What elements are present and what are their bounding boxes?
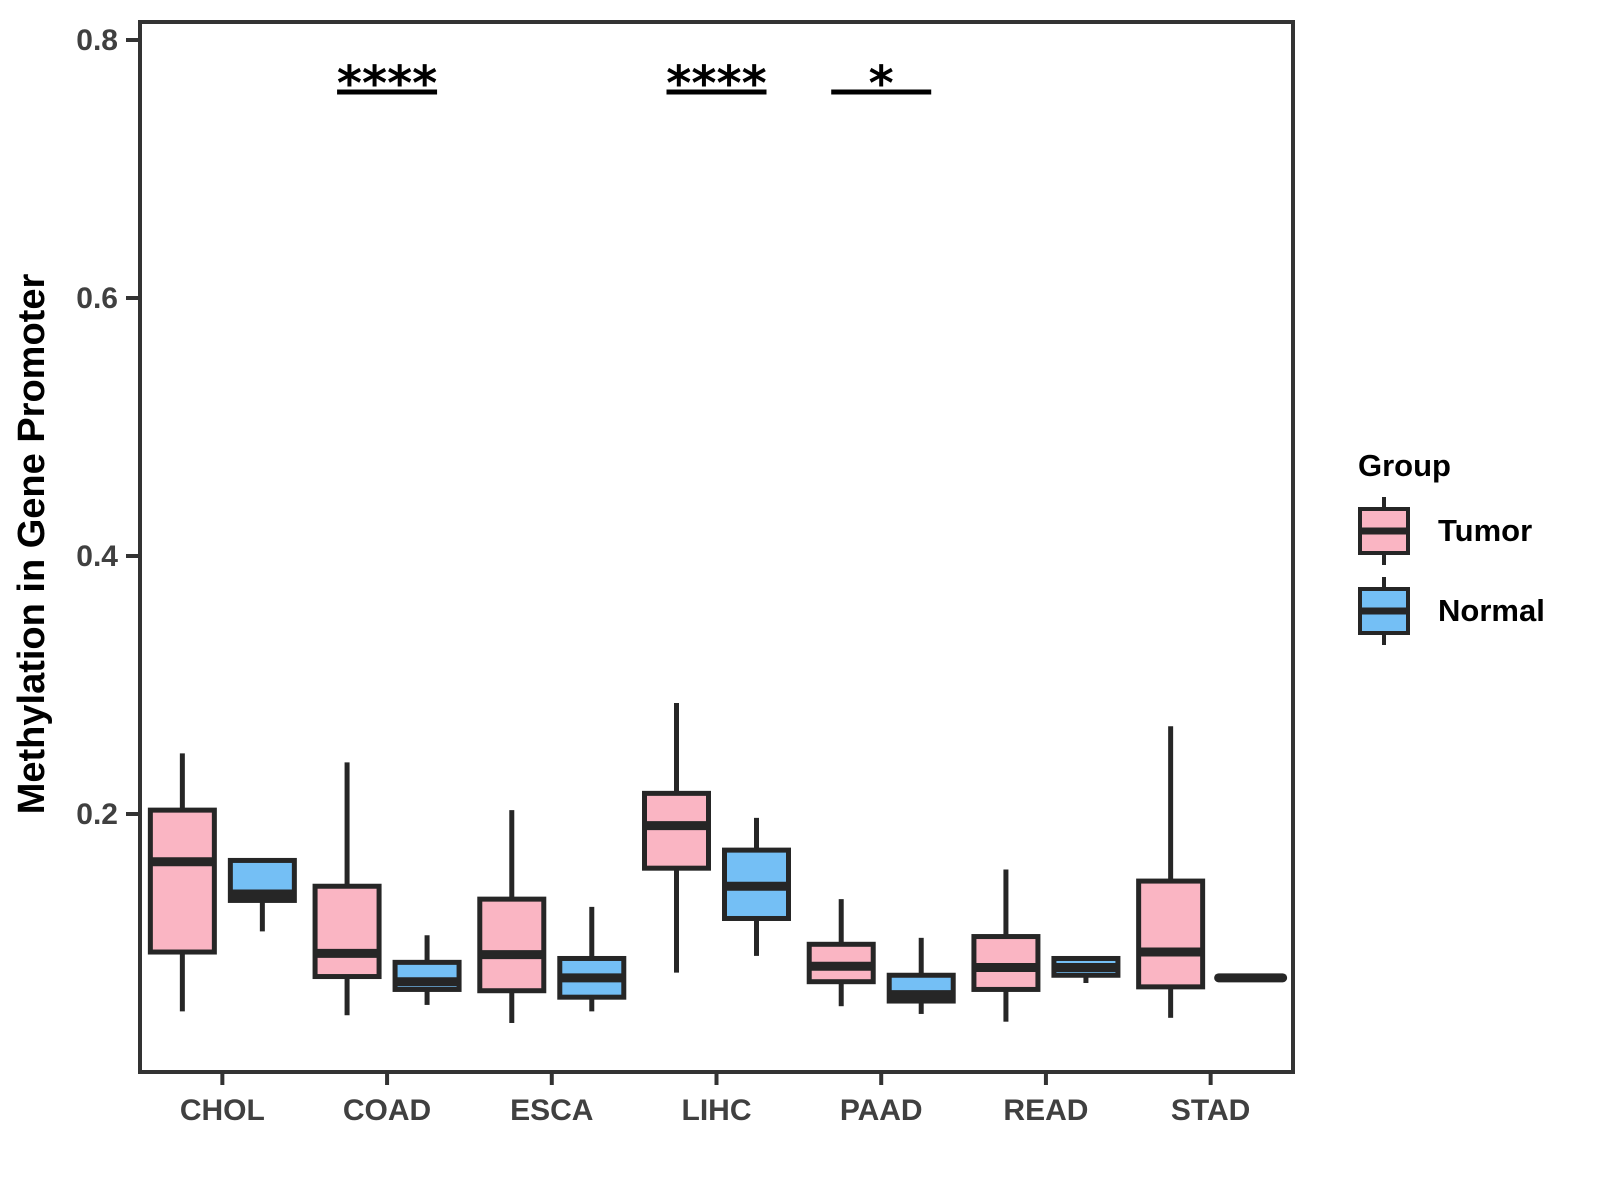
legend-items: Tumor Normal (1356, 494, 1545, 648)
significance-stars-LIHC: **** (666, 56, 766, 112)
y-tick-label: 0.8 (76, 24, 118, 57)
y-tick-label: 0.6 (76, 282, 118, 315)
boxplot-tumor-PAAD (806, 899, 876, 1007)
boxplot-tumor-LIHC (642, 703, 711, 973)
legend-boxplot-glyph (1358, 497, 1410, 565)
x-tick-label-CHOL: CHOL (180, 1094, 265, 1127)
box (477, 896, 547, 994)
boxplot-normal-READ (1051, 955, 1121, 983)
x-tick-label-STAD: STAD (1171, 1094, 1250, 1127)
boxplot-normal-ESCA (557, 906, 627, 1012)
x-tick-label-LIHC: LIHC (682, 1094, 752, 1127)
legend-label-tumor: Tumor (1438, 513, 1533, 548)
y-tick-label: 0.4 (76, 540, 118, 573)
boxplot-tumor-ESCA (477, 810, 547, 1023)
significance-stars-PAAD: * (869, 56, 894, 112)
x-tick-label-COAD: COAD (343, 1094, 431, 1127)
legend-label-normal: Normal (1438, 593, 1545, 628)
box (147, 807, 217, 955)
y-tick-label: 0.2 (76, 798, 118, 831)
legend: Group Tumor Normal (1356, 448, 1545, 648)
x-tick-label-PAAD: PAAD (840, 1094, 923, 1127)
boxplot-tumor-READ (971, 869, 1041, 1022)
box (312, 883, 382, 980)
significance-stars-COAD: **** (337, 56, 437, 112)
boxplot-tumor-COAD (312, 762, 382, 1016)
x-tick-label-ESCA: ESCA (510, 1094, 593, 1127)
legend-item-tumor: Tumor (1356, 494, 1545, 568)
legend-title: Group (1358, 448, 1451, 483)
boxplot-normal-LIHC (722, 817, 791, 956)
box (1136, 878, 1206, 990)
box (971, 934, 1041, 992)
boxplot-tumor-CHOL (147, 753, 217, 1012)
boxplot-tumor-STAD (1136, 726, 1206, 1018)
boxplot-normal-CHOL (227, 857, 297, 932)
legend-boxplot-glyph (1358, 577, 1410, 645)
box (642, 790, 711, 871)
x-tick-label-READ: READ (1003, 1094, 1088, 1127)
legend-item-normal: Normal (1356, 574, 1545, 648)
boxplot-normal-COAD (392, 935, 462, 1005)
boxplot-normal-PAAD (886, 937, 956, 1014)
y-axis-title: Methylation in Gene Promoter (11, 273, 53, 815)
